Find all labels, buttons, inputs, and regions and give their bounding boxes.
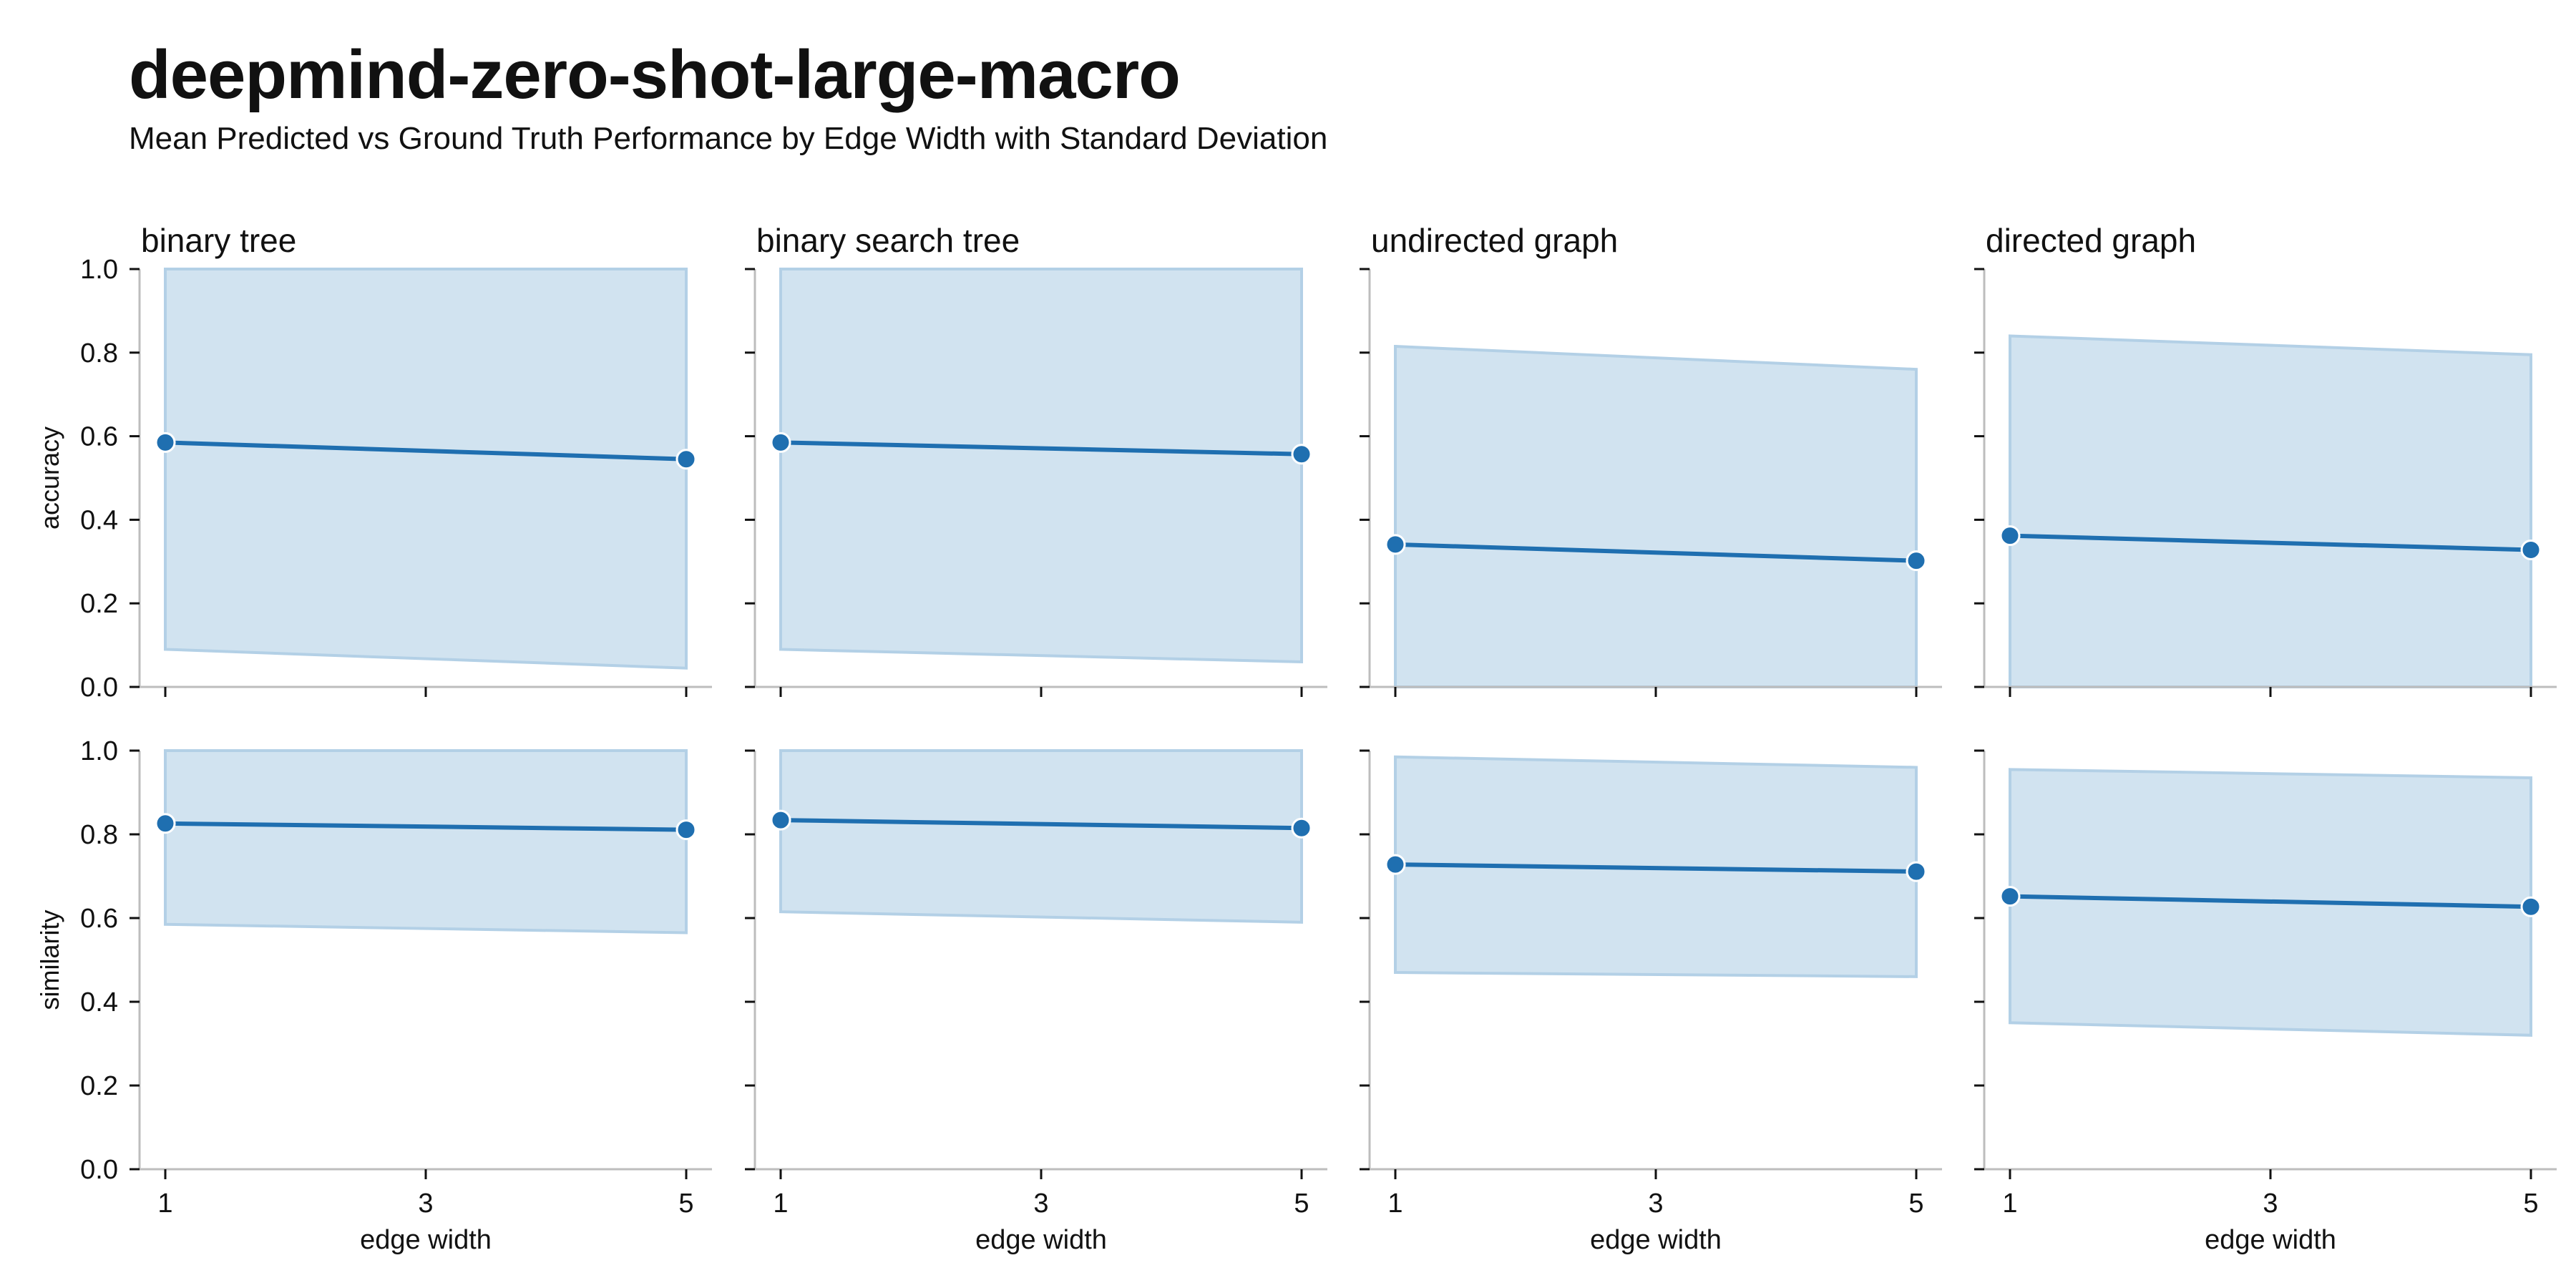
panel-undirected-graph-similarity: 1 3 5 edge width [1360,749,1942,1255]
x-axis-label: edge width [2205,1225,2336,1255]
std-band [2009,334,2532,688]
panel-binary-tree-similarity: 0.0 0.2 0.4 0.6 0.8 1.0 1 3 5 edge width [80,736,712,1255]
mean-point [2520,539,2542,560]
y-tick-label: 0.6 [80,904,118,934]
panel-undirected-graph-accuracy [1360,268,1942,697]
page-subtitle: Mean Predicted vs Ground Truth Performan… [129,121,1328,156]
x-tick-label: 5 [2523,1189,2538,1219]
mean-line [1395,542,1917,563]
x-tick-label: 3 [2263,1189,2278,1219]
x-tick-label: 5 [1294,1189,1309,1219]
x-tick-label: 1 [157,1189,172,1219]
x-tick-label: 5 [678,1189,693,1219]
std-band [779,268,1303,664]
y-tick-label: 0.4 [80,505,118,535]
mean-point [1906,550,1927,572]
panel-binary-search-tree-accuracy [745,268,1327,697]
mean-point [1385,534,1406,555]
mean-point [1999,886,2021,907]
mean-point [675,819,697,841]
y-axis-label-accuracy: accuracy [35,426,64,530]
y-tick-label: 0.8 [80,338,118,369]
panel-title-binary-tree: binary tree [141,222,296,259]
y-tick-label: 0.0 [80,673,118,703]
x-tick-label: 1 [2002,1189,2017,1219]
std-band [164,268,688,670]
std-band [164,749,688,935]
y-tick-label: 1.0 [80,736,118,766]
x-axis-label: edge width [975,1225,1107,1255]
panel-binary-tree-accuracy: 0.0 0.2 0.4 0.6 0.8 1.0 [80,255,712,703]
mean-point [770,431,791,453]
x-tick-label: 1 [1387,1189,1402,1219]
mean-point [155,813,176,834]
panel-binary-search-tree-similarity: 1 3 5 edge width [745,749,1327,1255]
x-tick-label: 1 [773,1189,788,1219]
x-tick-label: 5 [1908,1189,1923,1219]
mean-point [1291,817,1312,839]
y-tick-label: 0.6 [80,422,118,452]
panel-title-binary-search-tree: binary search tree [756,222,1020,259]
x-tick-label: 3 [1033,1189,1048,1219]
y-tick-label: 0.0 [80,1155,118,1185]
std-band [779,749,1303,924]
panel-title-undirected-graph: undirected graph [1371,222,1618,259]
mean-point [1291,444,1312,465]
y-tick-label: 1.0 [80,255,118,285]
mean-line [1395,862,1917,874]
mean-point [770,809,791,831]
x-axis-label: edge width [360,1225,492,1255]
y-tick-label: 0.2 [80,589,118,619]
mean-line [2009,533,2532,552]
x-tick-label: 3 [1648,1189,1663,1219]
mean-point [155,431,176,453]
y-tick-label: 0.4 [80,987,118,1018]
y-tick-label: 0.8 [80,820,118,850]
y-tick-label: 0.2 [80,1071,118,1101]
mean-line [165,440,687,462]
std-band [1394,344,1918,688]
panel-directed-graph-similarity: 1 3 5 edge width [1974,749,2557,1255]
x-tick-label: 3 [418,1189,433,1219]
mean-point [2520,896,2542,917]
x-axis-label: edge width [1590,1225,1722,1255]
mean-point [1385,854,1406,875]
page-title: deepmind-zero-shot-large-macro [129,36,1181,113]
mean-line [780,440,1302,457]
panel-title-directed-graph: directed graph [1986,222,2196,259]
panel-directed-graph-accuracy [1974,268,2557,697]
y-axis-label-similarity: similarity [35,910,64,1010]
mean-line [2009,894,2532,909]
mean-line [780,818,1302,831]
mean-point [675,449,697,470]
mean-line [165,821,687,832]
mean-point [1999,525,2021,547]
mean-point [1906,861,1927,882]
